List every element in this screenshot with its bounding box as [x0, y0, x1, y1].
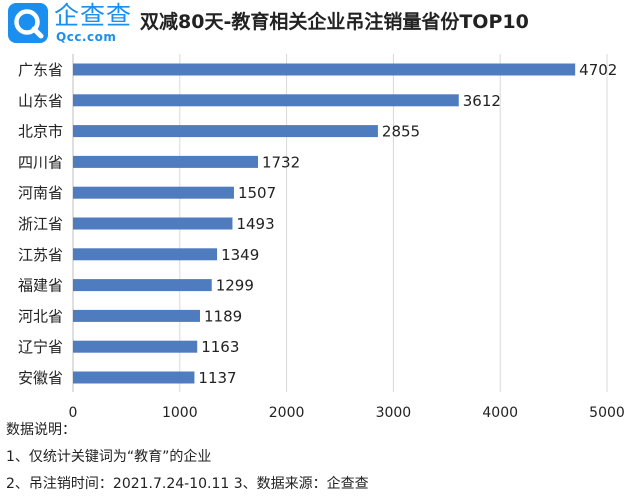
data-notes: 数据说明： 1、仅统计关键词为“教育”的企业 2、吊注销时间：2021.7.24… — [6, 419, 369, 500]
notes-line-1: 1、仅统计关键词为“教育”的企业 — [6, 449, 212, 465]
category-label: 江苏省 — [18, 246, 63, 264]
notes-line-2: 2、吊注销时间：2021.7.24-10.11 3、数据来源：企查查 — [6, 476, 369, 492]
category-label: 河南省 — [18, 184, 63, 202]
x-tick-label: 4000 — [482, 405, 518, 420]
bar — [73, 248, 218, 261]
x-tick-label: 0 — [69, 405, 78, 420]
x-tick-label: 5000 — [589, 405, 625, 420]
bar — [73, 340, 198, 353]
value-label: 1493 — [236, 215, 274, 233]
notes-heading: 数据说明： — [6, 422, 76, 438]
value-label: 1163 — [201, 338, 239, 356]
category-label: 安徽省 — [18, 369, 63, 387]
bar — [73, 63, 576, 76]
bar — [73, 371, 195, 384]
category-label: 广东省 — [18, 61, 63, 79]
value-label: 2855 — [382, 123, 420, 141]
header: 企查查 Qcc.com 双减80天-教育相关企业吊注销量省份TOP10 — [0, 0, 630, 50]
bar — [73, 94, 459, 107]
x-tick-label: 1000 — [162, 405, 198, 420]
x-tick-label: 3000 — [376, 405, 412, 420]
category-label: 北京市 — [18, 123, 63, 141]
bar — [73, 125, 378, 138]
value-label: 1299 — [216, 277, 254, 295]
logo-name: 企查查 — [54, 1, 133, 30]
category-label: 辽宁省 — [18, 338, 63, 356]
bar — [73, 217, 233, 230]
qcc-logo-icon — [8, 3, 48, 43]
value-label: 1507 — [238, 184, 276, 202]
category-label: 山东省 — [18, 92, 63, 110]
value-label: 1349 — [221, 246, 259, 264]
value-label: 1189 — [204, 307, 242, 325]
category-label: 浙江省 — [18, 215, 63, 233]
logo-domain: Qcc.com — [56, 30, 117, 44]
bars — [73, 63, 576, 384]
category-label: 福建省 — [18, 277, 63, 295]
value-label: 1137 — [198, 369, 236, 387]
bar — [73, 186, 234, 199]
value-label: 4702 — [579, 61, 617, 79]
bar — [73, 155, 258, 168]
bar-chart: 0 1000 2000 3000 4000 5000 广东省 4702 山东省 3612 北京市 28… — [18, 54, 625, 420]
value-label: 1732 — [262, 153, 300, 171]
category-label: 河北省 — [18, 307, 63, 325]
value-label: 3612 — [463, 92, 501, 110]
bar — [73, 309, 200, 322]
category-label: 四川省 — [18, 153, 63, 171]
labels: 0 1000 2000 3000 4000 5000 广东省 4702 山东省 3612 北京市 28… — [18, 61, 625, 420]
chart-title: 双减80天-教育相关企业吊注销量省份TOP10 — [140, 11, 529, 33]
x-tick-label: 2000 — [269, 405, 305, 420]
bar — [73, 279, 212, 292]
